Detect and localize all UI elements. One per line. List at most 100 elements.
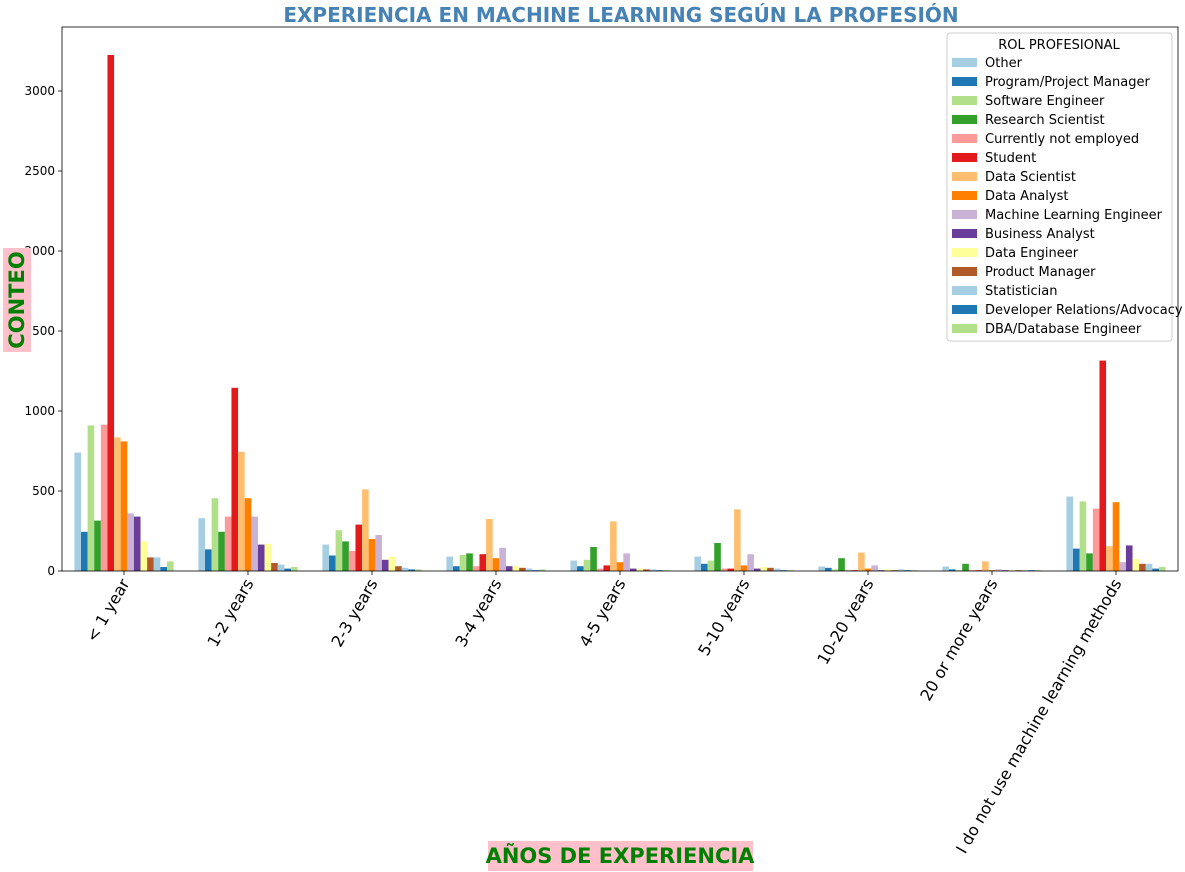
legend-item: Student [952, 151, 1036, 166]
bar: Machine Learning Engineer — 20 or more y… [995, 569, 1002, 571]
bar: Other — 1-2 years: 330 [198, 518, 206, 571]
bar: Statistician — 20 or more years: 5 [1021, 570, 1029, 571]
bar: Data Analyst — 20 or more years: 5 [988, 570, 996, 571]
bar: DBA/Database Engineer — 3-4 years: 10 [538, 569, 546, 571]
bar: Currently not employed — 4-5 years: 15 [596, 568, 604, 571]
legend-label: Machine Learning Engineer [985, 208, 1163, 223]
bar: Data Engineer — 3-4 years: 30 [512, 566, 520, 571]
bar: Currently not employed — 2-3 years: 125 [348, 551, 356, 571]
bar: Business Analyst — 20 or more years: 5 [1001, 570, 1009, 571]
bar: Data Analyst — 1-2 years: 455 [244, 498, 252, 571]
bar: Other — 20 or more years: 28 [942, 566, 950, 571]
series-8: Machine Learning Engineer — < 1 year: 36… [127, 513, 1126, 571]
bar: Other — < 1 year: 740 [74, 452, 82, 571]
bar: Statistician — I do not use machine lear… [1145, 563, 1153, 571]
legend-item: Developer Relations/Advocacy [952, 303, 1183, 318]
legend: ROL PROFESIONAL Other Program/Project Man… [946, 32, 1183, 342]
legend-label: Research Scientist [985, 113, 1105, 128]
bar: Machine Learning Engineer — < 1 year: 36… [127, 513, 134, 571]
bar: Research Scientist — 20 or more years: 4… [962, 563, 969, 571]
bar: Developer Relations/Advocacy — I do not … [1152, 568, 1159, 571]
bar: Business Analyst — 2-3 years: 70 [381, 559, 389, 571]
series-0: Other — < 1 year: 740 Other — 1-2 years: … [74, 452, 1074, 571]
series-10: Data Engineer — < 1 year: 185 Data Engine… [140, 541, 1140, 571]
legend-label: Other [985, 56, 1023, 71]
bar: Currently not employed — 20 or more year… [968, 570, 976, 571]
bar: Currently not employed — < 1 year: 915 [100, 424, 108, 571]
x-tick-label: 2-3 years [327, 576, 381, 651]
legend-swatch [952, 58, 977, 67]
bar: Currently not employed — 5-10 years: 15 [720, 568, 728, 571]
bar: Student — 20 or more years: 5 [975, 570, 983, 571]
legend-swatch [952, 305, 977, 314]
x-axis-label: AÑOS DE EXPERIENCIA [486, 843, 756, 868]
y-axis-label-group: CONTEO [3, 248, 31, 352]
legend-item: Research Scientist [952, 113, 1105, 128]
legend-item: Other [952, 56, 1023, 71]
x-tick-label: 10-20 years [813, 576, 877, 668]
bar: Other — 3-4 years: 90 [446, 556, 454, 571]
series-3: Research Scientist — < 1 year: 315 Resear… [94, 520, 1093, 571]
plot-area: Other — < 1 year: 740 Other — 1-2 years: … [61, 26, 1179, 572]
y-tick-label: 1500 [24, 324, 55, 338]
bar: Student — 5-10 years: 15 [727, 568, 735, 571]
bar: Statistician — < 1 year: 85 [153, 557, 161, 571]
legend-swatch [952, 96, 977, 105]
bar: Student — < 1 year: 3225 [107, 55, 115, 571]
bar: Student — 1-2 years: 1145 [231, 387, 239, 571]
bar: Business Analyst — 4-5 years: 15 [629, 568, 637, 571]
x-tick-label: 20 or more years [916, 576, 1001, 705]
series-9: Business Analyst — < 1 year: 340 Business… [133, 516, 1133, 571]
bar: Product Manager — < 1 year: 85 [147, 557, 154, 571]
bar: Data Analyst — 10-20 years: 15 [864, 568, 872, 571]
bar: Statistician — 5-10 years: 15 [773, 568, 781, 571]
bar: Currently not employed — 1-2 years: 340 [224, 516, 232, 571]
legend-swatch [952, 229, 977, 238]
series-11: Product Manager — < 1 year: 85 Product Ma… [147, 557, 1146, 571]
bar: Developer Relations/Advocacy — 1-2 years… [284, 568, 291, 571]
bar: Data Engineer — I do not use machine lea… [1132, 559, 1140, 571]
bar: Research Scientist — 5-10 years: 175 [714, 543, 721, 571]
x-tick-label: 4-5 years [575, 576, 629, 651]
bar: Other — 2-3 years: 165 [322, 544, 330, 571]
bar: Product Manager — 10-20 years: 5 [891, 570, 898, 571]
legend-label: Data Analyst [985, 189, 1068, 204]
legend-label: Software Engineer [985, 94, 1105, 109]
legend-label: Currently not employed [985, 132, 1139, 147]
bar: Business Analyst — 1-2 years: 165 [257, 544, 265, 571]
bar: Data Analyst — < 1 year: 810 [120, 441, 128, 571]
bar: Program/Project Manager — 1-2 years: 135 [205, 549, 212, 571]
bar: Machine Learning Engineer — 1-2 years: 3… [251, 516, 258, 571]
bar: Developer Relations/Advocacy — 5-10 year… [780, 570, 787, 571]
legend-label: Business Analyst [985, 227, 1095, 242]
legend-swatch [952, 115, 977, 124]
bar: Business Analyst — 10-20 years: 5 [877, 570, 885, 571]
series-2: Software Engineer — < 1 year: 910 Softwar… [87, 425, 1087, 571]
bar: Data Analyst — I do not use machine lear… [1112, 502, 1120, 571]
bar: Data Analyst — 4-5 years: 55 [616, 562, 624, 571]
bar: Machine Learning Engineer — 3-4 years: 1… [499, 547, 506, 571]
bar: Data Scientist — 10-20 years: 115 [858, 552, 865, 571]
x-tick-label: 3-4 years [451, 576, 505, 651]
bar: Data Analyst — 5-10 years: 35 [740, 565, 748, 571]
legend-item: Machine Learning Engineer [952, 208, 1163, 223]
series-7: Data Analyst — < 1 year: 810 Data Analyst… [120, 441, 1120, 571]
bar: Data Scientist — 1-2 years: 745 [238, 451, 245, 571]
legend-swatch [952, 153, 977, 162]
bar: DBA/Database Engineer — 2-3 years: 10 [414, 569, 422, 571]
legend-label: Data Engineer [985, 246, 1079, 261]
bar: Developer Relations/Advocacy — 2-3 years… [408, 569, 415, 571]
y-axis-label: CONTEO [5, 251, 29, 348]
legend-swatch [952, 172, 977, 181]
y-tick-label: 500 [32, 484, 55, 498]
series-14: DBA/Database Engineer — < 1 year: 60 DBA/… [166, 561, 1166, 571]
y-axis-label-background [3, 248, 31, 352]
bar: Data Scientist — 2-3 years: 510 [362, 489, 369, 571]
bar: Data Scientist — < 1 year: 835 [114, 437, 121, 571]
legend-label: Program/Project Manager [985, 75, 1150, 90]
bar: Data Analyst — 2-3 years: 200 [368, 539, 376, 571]
legend-item: Data Analyst [952, 189, 1068, 204]
bar: Statistician — 10-20 years: 10 [897, 569, 905, 571]
series-6: Data Scientist — < 1 year: 835 Data Scien… [114, 437, 1113, 571]
